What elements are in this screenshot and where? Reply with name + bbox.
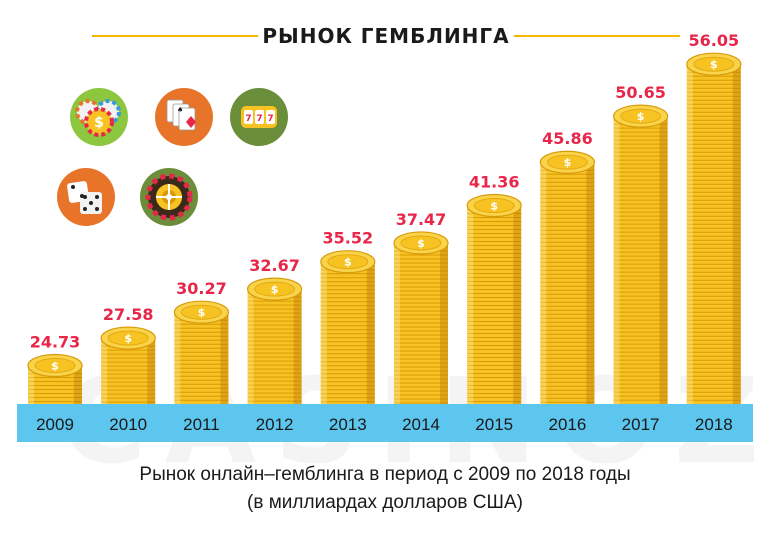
svg-text:$: $: [94, 115, 104, 131]
title-rule-right: [514, 35, 680, 37]
title-header: РЫНОК ГЕМБЛИНГА: [0, 20, 770, 50]
dollar-sign-icon: $: [637, 110, 645, 123]
x-tick-label: 2017: [622, 415, 660, 434]
x-tick-label: 2014: [402, 415, 440, 434]
svg-text:7: 7: [267, 114, 273, 124]
value-label: 27.58: [103, 305, 154, 324]
dollar-sign-icon: $: [490, 200, 498, 213]
dollar-sign-icon: $: [564, 156, 572, 169]
x-tick-label: 2009: [36, 415, 74, 434]
value-label: 50.65: [615, 83, 666, 102]
x-tick-label: 2011: [183, 415, 220, 434]
coin-stack-bar: $: [100, 326, 156, 404]
value-label: 35.52: [322, 229, 373, 248]
coin-stack-bar: $: [393, 231, 449, 404]
x-tick-label: 2018: [695, 415, 733, 434]
coin-stack-bar: $: [466, 193, 522, 404]
dollar-sign-icon: $: [710, 58, 718, 71]
value-label: 41.36: [469, 173, 520, 192]
coin-stack-bar: $: [686, 52, 742, 404]
svg-text:7: 7: [256, 114, 262, 124]
svg-text:7: 7: [245, 114, 251, 124]
x-tick-label: 2010: [109, 415, 147, 434]
x-tick-label: 2016: [548, 415, 586, 434]
x-tick-label: 2015: [475, 415, 513, 434]
coin-stack-bar: $: [539, 150, 596, 404]
value-label: 56.05: [688, 31, 739, 50]
slot-machine-icon: 7 7 7: [230, 88, 288, 146]
caption-line-2: (в миллиардах долларов США): [247, 492, 523, 513]
coin-stack-bar: $: [612, 104, 669, 404]
value-label: 24.73: [30, 332, 81, 351]
dice-icon: [57, 168, 115, 226]
x-axis-band: [17, 404, 753, 442]
coin-stack-bar: $: [247, 277, 303, 404]
chart-title: РЫНОК ГЕМБЛИНГА: [262, 24, 510, 48]
coin-stack-bar: $: [320, 250, 376, 404]
dollar-sign-icon: $: [198, 306, 206, 319]
dollar-sign-icon: $: [344, 256, 352, 269]
title-rule-left: [92, 35, 258, 37]
value-label: 32.67: [249, 256, 300, 275]
value-label: 45.86: [542, 129, 593, 148]
caption-line-1: Рынок онлайн–гемблинга в период с 2009 п…: [139, 464, 631, 485]
x-tick-label: 2013: [329, 415, 367, 434]
roulette-wheel-icon: [140, 168, 198, 226]
dollar-sign-icon: $: [124, 332, 132, 345]
dollar-sign-icon: $: [271, 283, 279, 296]
coin-stack-bar: $: [27, 353, 83, 404]
casino-chips-icon: $: [70, 88, 128, 146]
svg-text:♠: ♠: [177, 106, 183, 114]
value-label: 30.27: [176, 279, 227, 298]
value-label: 37.47: [396, 210, 447, 229]
dollar-sign-icon: $: [51, 359, 59, 372]
playing-cards-icon: ♠: [155, 88, 213, 146]
x-tick-label: 2012: [256, 415, 294, 434]
coin-stack-bar: $: [173, 300, 229, 404]
dollar-sign-icon: $: [417, 237, 425, 250]
